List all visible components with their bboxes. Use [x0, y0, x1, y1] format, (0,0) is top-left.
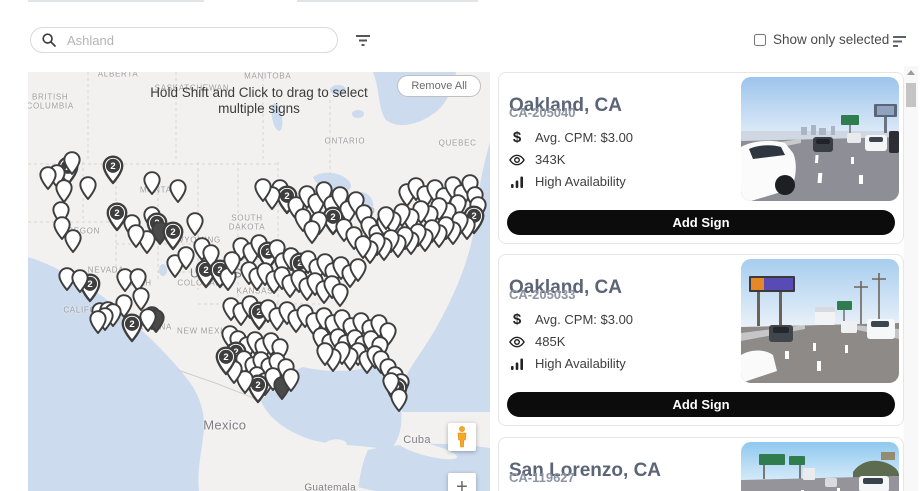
sign-photo	[741, 259, 899, 383]
cropped-field-underline	[28, 0, 204, 2]
street-view-pegman-button[interactable]	[448, 423, 476, 451]
svg-text:2: 2	[129, 319, 134, 330]
map-pin[interactable]	[303, 220, 321, 249]
map-cluster-pin[interactable]: 2	[247, 374, 269, 408]
map-pin[interactable]	[89, 310, 107, 339]
card-sign-id: CA-119627	[509, 470, 575, 485]
map-cluster-pin[interactable]: 2	[121, 313, 143, 347]
map-pin[interactable]	[63, 151, 81, 180]
eye-icon	[509, 154, 525, 166]
svg-text:2: 2	[255, 380, 260, 391]
search-icon	[42, 33, 56, 47]
map-pin[interactable]	[377, 206, 395, 235]
card-sign-id: CA-205033	[509, 287, 576, 302]
map-pin[interactable]	[331, 283, 349, 312]
dollar-icon: $	[512, 311, 522, 328]
card-city: San Lorenzo, CA	[509, 459, 662, 481]
map-pin[interactable]	[127, 224, 145, 253]
svg-text:2: 2	[115, 208, 120, 219]
svg-text:2: 2	[256, 307, 261, 318]
map-cluster-pin[interactable]: 2	[102, 155, 124, 189]
map-pin[interactable]	[79, 176, 97, 205]
map-pin[interactable]	[354, 235, 372, 264]
show-only-selected-toggle[interactable]: Show only selected	[754, 32, 889, 47]
svg-text:2: 2	[110, 161, 115, 172]
map-pin[interactable]	[390, 388, 408, 417]
search-bar[interactable]	[30, 27, 338, 53]
impressions-stat: 485K	[509, 334, 565, 349]
svg-text:2: 2	[285, 191, 290, 202]
svg-text:2: 2	[330, 212, 335, 223]
sign-photo	[741, 77, 899, 201]
svg-text:2: 2	[217, 265, 222, 276]
map-pin[interactable]	[223, 251, 241, 280]
show-only-selected-label: Show only selected	[773, 32, 890, 47]
svg-text:2: 2	[266, 247, 271, 258]
map-cluster-pin[interactable]: 2	[106, 202, 128, 236]
map-pin[interactable]	[316, 341, 334, 371]
map-pin[interactable]	[169, 179, 187, 208]
card-sign-id: CA-205040	[509, 105, 576, 120]
card-city: Oakland, CA	[509, 94, 622, 116]
map-canvas[interactable]: ALBERTA SASKATCHEWAN MANITOBA BRITISH COLUMB…	[28, 72, 490, 491]
map-pin[interactable]	[282, 367, 300, 397]
cropped-field-underline	[297, 0, 478, 2]
scrollbar-thumb[interactable]	[906, 83, 916, 107]
svg-text:2: 2	[297, 258, 302, 269]
map-pin[interactable]	[143, 170, 161, 200]
svg-text:2: 2	[223, 352, 228, 363]
sign-card: San Lorenzo, CA CA-119627	[498, 437, 904, 491]
sort-icon[interactable]	[889, 32, 911, 53]
impressions-stat: 343K	[509, 152, 565, 167]
search-input[interactable]	[65, 31, 326, 49]
filter-icon[interactable]	[352, 31, 374, 52]
bar-chart-icon	[509, 175, 525, 188]
card-city: Oakland, CA	[509, 276, 622, 298]
map-pin[interactable]	[139, 308, 157, 337]
svg-text:2: 2	[233, 347, 238, 358]
map-cluster-pin[interactable]: 2	[162, 221, 184, 255]
svg-text:2: 2	[203, 265, 208, 276]
zoom-in-button[interactable]: +	[448, 473, 476, 491]
availability-stat: High Availability	[509, 356, 626, 371]
availability-stat: High Availability	[509, 174, 626, 189]
cards-scrollbar[interactable]	[904, 66, 918, 491]
svg-text:2: 2	[170, 227, 175, 238]
map-pin[interactable]	[177, 246, 195, 275]
cpm-stat: $ Avg. CPM: $3.00	[509, 311, 633, 328]
map-cluster-pin[interactable]: 2	[215, 346, 237, 380]
map-pin[interactable]	[64, 229, 82, 258]
pegman-icon	[457, 426, 467, 448]
add-sign-button[interactable]: Add Sign	[507, 210, 895, 235]
map-pin[interactable]	[71, 269, 89, 298]
show-only-selected-checkbox[interactable]	[754, 33, 766, 46]
remove-all-button[interactable]: Remove All	[397, 75, 481, 97]
map-pin[interactable]	[186, 212, 204, 241]
map-pin[interactable]	[349, 258, 367, 287]
svg-text:2: 2	[87, 279, 92, 290]
cpm-stat: $ Avg. CPM: $3.00	[509, 129, 633, 146]
sign-photo	[741, 442, 899, 491]
map-pin[interactable]	[39, 166, 57, 195]
sign-card: Oakland, CA CA-205033 $ Avg. CPM: $3.00 …	[498, 254, 904, 426]
eye-icon	[509, 336, 525, 348]
map-pin[interactable]	[254, 178, 272, 207]
bar-chart-icon	[509, 357, 525, 370]
svg-text:2: 2	[471, 211, 476, 222]
add-sign-button[interactable]: Add Sign	[507, 392, 895, 417]
map-pin[interactable]	[132, 287, 150, 316]
scrollbar-up-arrow[interactable]	[907, 70, 915, 75]
sign-card: Oakland, CA CA-205040 $ Avg. CPM: $3.00 …	[498, 72, 904, 244]
dollar-icon: $	[512, 129, 522, 146]
